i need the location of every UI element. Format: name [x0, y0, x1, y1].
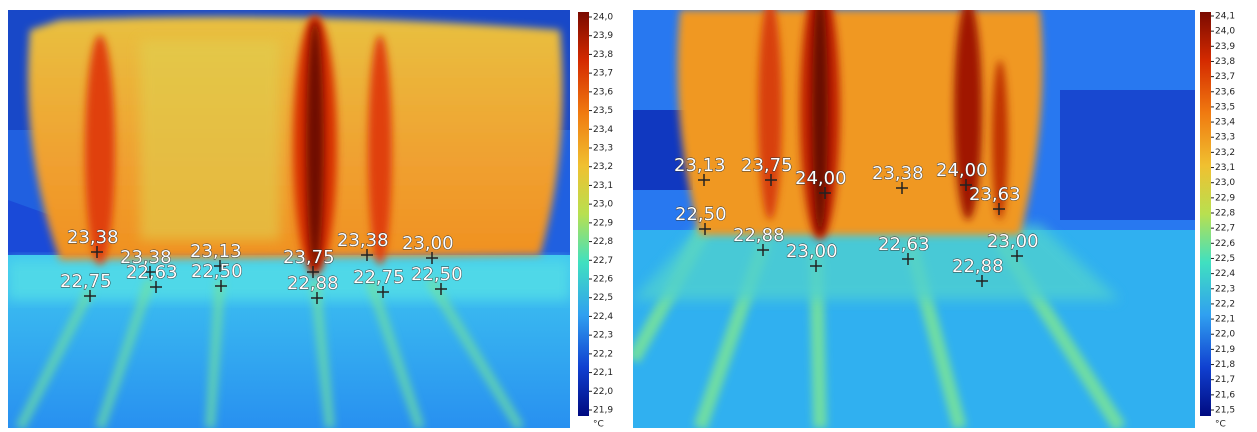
measurement-label: 23,75: [741, 155, 793, 176]
measurement-label: 24,00: [936, 160, 988, 181]
colorbar-label: 23,2: [1215, 148, 1235, 158]
measurement-label: 23,00: [402, 233, 454, 254]
colorbar-label: 22,8: [593, 237, 613, 247]
colorbar-label: 21,9: [593, 406, 613, 416]
colorbar-label: 22,0: [1215, 330, 1235, 340]
colorbar-label: 22,3: [1215, 284, 1235, 294]
measurement-label: 22,75: [60, 271, 112, 292]
colorbar-label: 22,5: [1215, 254, 1235, 264]
colorbar-label: 22,7: [1215, 224, 1235, 234]
colorbar-label: 22,1: [1215, 315, 1235, 325]
colorbar-label: 23,6: [593, 87, 613, 97]
colorbar-label: 23,7: [1215, 72, 1235, 82]
colorbar-label: 22,8: [1215, 209, 1235, 219]
measurement-label: 22,63: [126, 262, 178, 283]
colorbar-label: 23,2: [593, 162, 613, 172]
measurement-label: 23,13: [674, 155, 726, 176]
thermal-comparison: 24,0 23,9 23,8 23,7 23,6 23,5 23,4 23,3 23,2 23,1…: [0, 0, 1257, 432]
right-colorbar: [1200, 12, 1211, 416]
colorbar-label: 22,1: [593, 368, 613, 378]
measurement-label: 23,38: [337, 230, 389, 251]
measurement-label: 23,63: [969, 184, 1021, 205]
colorbar-label: 21,5: [1215, 406, 1235, 416]
measurement-label: 22,50: [675, 204, 727, 225]
measurement-label: 22,88: [733, 225, 785, 246]
left-thermal-image: [8, 10, 570, 428]
left-colorbar: [578, 12, 589, 416]
measurement-label: 22,50: [191, 261, 243, 282]
measurement-label: 23,75: [283, 247, 335, 268]
colorbar-label: 23,4: [593, 125, 613, 135]
colorbar-label: 22,2: [593, 349, 613, 359]
measurement-label: 24,00: [795, 168, 847, 189]
measurement-label: 23,00: [786, 241, 838, 262]
colorbar-label: 23,0: [1215, 178, 1235, 188]
colorbar-label: 21,8: [1215, 360, 1235, 370]
colorbar-label: 22,5: [593, 293, 613, 303]
colorbar-label: 22,0: [593, 387, 613, 397]
measurement-label: 22,88: [952, 256, 1004, 277]
colorbar-label: 23,3: [593, 144, 613, 154]
measurement-label: 23,13: [190, 241, 242, 262]
colorbar-label: 21,7: [1215, 375, 1235, 385]
colorbar-unit: °C: [1215, 420, 1226, 430]
colorbar-label: 23,5: [593, 106, 613, 116]
colorbar-label: 23,0: [593, 200, 613, 210]
colorbar-label: 24,0: [593, 13, 613, 23]
colorbar-label: 23,4: [1215, 118, 1235, 128]
colorbar-label: 23,7: [593, 69, 613, 79]
colorbar-label: 21,9: [1215, 345, 1235, 355]
colorbar-label: 22,9: [1215, 193, 1235, 203]
colorbar-label: 24,1: [1215, 12, 1235, 22]
measurement-label: 22,88: [287, 273, 339, 294]
measurement-label: 23,00: [987, 231, 1039, 252]
measurement-label: 22,63: [878, 234, 930, 255]
colorbar-label: 22,7: [593, 256, 613, 266]
colorbar-label: 23,5: [1215, 102, 1235, 112]
measurement-label: 23,38: [872, 163, 924, 184]
colorbar-label: 22,4: [593, 312, 613, 322]
colorbar-label: 23,6: [1215, 87, 1235, 97]
colorbar-label: 23,9: [1215, 42, 1235, 52]
measurement-label: 22,75: [353, 267, 405, 288]
colorbar-label: 22,9: [593, 218, 613, 228]
colorbar-label: 22,6: [1215, 239, 1235, 249]
colorbar-label: 22,6: [593, 275, 613, 285]
measurement-label: 23,38: [67, 227, 119, 248]
measurement-label: 22,50: [411, 264, 463, 285]
colorbar-label: 23,8: [593, 50, 613, 60]
colorbar-label: 23,1: [593, 181, 613, 191]
colorbar-label: 23,8: [1215, 57, 1235, 67]
colorbar-label: 22,4: [1215, 269, 1235, 279]
colorbar-label: 23,3: [1215, 133, 1235, 143]
colorbar-label: 21,6: [1215, 390, 1235, 400]
colorbar-label: 23,9: [593, 31, 613, 41]
colorbar-label: 24,0: [1215, 27, 1235, 37]
colorbar-label: 22,2: [1215, 299, 1235, 309]
colorbar-label: 22,3: [593, 331, 613, 341]
colorbar-label: 23,1: [1215, 163, 1235, 173]
colorbar-unit: °C: [593, 420, 604, 430]
